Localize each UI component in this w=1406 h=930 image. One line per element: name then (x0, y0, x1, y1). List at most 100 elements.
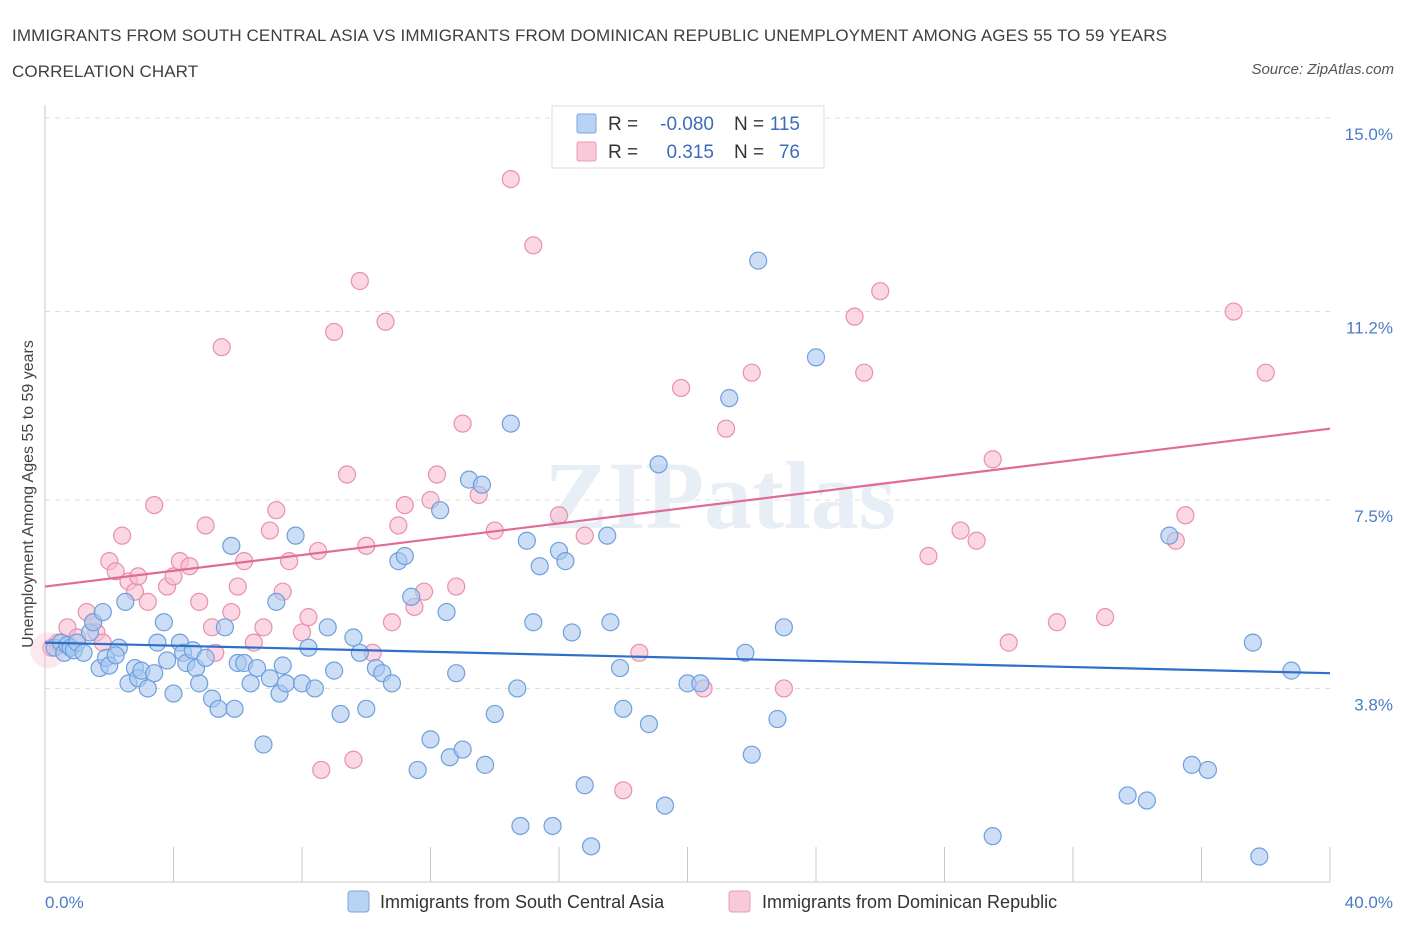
bottom-legend: Immigrants from South Central Asia Immig… (347, 890, 1057, 913)
blue-point-76 (501, 414, 520, 433)
pink-point-67 (845, 307, 864, 326)
blue-point-82 (543, 816, 562, 836)
blue-point-44 (260, 669, 279, 688)
pink-point-40 (344, 750, 363, 769)
pink-point-73 (983, 450, 1002, 469)
grid-lines (45, 117, 1330, 689)
blue-point-73 (472, 475, 491, 494)
legend-n-label-blue: N = (734, 114, 764, 135)
blue-point-25 (157, 651, 177, 670)
blue-point-93 (649, 455, 668, 474)
blue-point-63 (395, 546, 414, 566)
blue-point-96 (691, 674, 710, 693)
blue-point-35 (209, 699, 228, 718)
legend-r-label-pink: R = (608, 142, 638, 163)
pink-point-68 (855, 363, 874, 382)
pink-point-58 (549, 506, 569, 525)
pink-point-46 (389, 516, 408, 535)
blue-point-47 (273, 656, 292, 675)
blue-point-94 (655, 796, 675, 815)
blue-point-23 (148, 633, 167, 652)
pink-point-36 (308, 541, 328, 561)
pink-point-14 (138, 592, 157, 611)
y-tick-label-0: 3.8% (1354, 695, 1393, 714)
blue-point-49 (286, 526, 305, 545)
bottom-legend-label-pink: Immigrants from Dominican Republic (762, 892, 1057, 912)
blue-point-37 (222, 536, 241, 555)
chart-title: IMMIGRANTS FROM SOUTH CENTRAL ASIA VS IM… (12, 26, 1168, 81)
pink-point-71 (951, 521, 970, 540)
pink-point-45 (382, 613, 402, 632)
pink-point-59 (575, 526, 594, 545)
blue-point-56 (344, 628, 363, 647)
blue-point-103 (806, 348, 826, 367)
blue-point-32 (190, 674, 209, 693)
blue-point-74 (476, 755, 495, 774)
pink-trend-line (44, 427, 1331, 588)
blue-point-41 (241, 674, 260, 693)
blue-point-71 (453, 740, 472, 759)
watermark-text: ZIPatlas (544, 442, 896, 549)
pink-point-76 (1096, 608, 1115, 627)
blue-series-points (45, 251, 1301, 866)
blue-point-21 (138, 679, 157, 698)
legend-r-value-blue: -0.080 (660, 114, 714, 135)
pink-point-25 (222, 602, 241, 622)
blue-point-43 (254, 735, 273, 754)
pink-point-64 (716, 419, 736, 438)
blue-point-58 (357, 699, 376, 718)
x-tick-label-0: 0.0% (45, 893, 84, 912)
pink-point-39 (337, 465, 357, 484)
legend-swatch-blue (576, 113, 597, 134)
y-tick-label-3: 15.0% (1345, 125, 1393, 144)
pink-point-44 (376, 312, 395, 331)
legend-n-label-pink: N = (734, 142, 764, 163)
blue-point-80 (524, 613, 543, 632)
source-label: Source: ZipAtlas.com (1251, 61, 1394, 78)
legend-box (551, 105, 825, 169)
pink-point-61 (630, 643, 649, 662)
pink-point-20 (190, 592, 209, 611)
blue-point-101 (768, 709, 787, 729)
pink-point-79 (1224, 302, 1243, 321)
bottom-legend-swatch-blue (347, 890, 370, 913)
pink-point-80 (1256, 363, 1275, 382)
pink-point-30 (260, 521, 279, 540)
pink-point-15 (145, 495, 164, 515)
blue-point-104 (983, 827, 1002, 846)
blue-point-91 (614, 699, 633, 718)
blue-point-7 (74, 643, 93, 662)
pink-point-21 (196, 516, 215, 535)
legend-n-value-blue: 115 (770, 114, 800, 135)
blue-point-109 (1198, 760, 1218, 780)
tick-labels: 3.8% 7.5% 11.2% 15.0% 0.0% 40.0% (45, 125, 1393, 912)
blue-point-45 (267, 592, 286, 611)
y-axis-title: Unemployment Among Ages 55 to 59 years (20, 340, 37, 648)
blue-point-90 (610, 658, 630, 678)
pink-point-9 (106, 562, 125, 581)
pink-point-31 (267, 501, 286, 520)
blue-point-53 (318, 618, 337, 637)
blue-point-112 (1282, 661, 1301, 680)
legend-r-value-pink: 0.315 (666, 142, 714, 163)
y-tick-label-1: 7.5% (1354, 507, 1393, 526)
blue-point-48 (276, 674, 296, 693)
bottom-legend-swatch-pink (728, 890, 751, 913)
pink-point-37 (312, 760, 331, 780)
pink-point-62 (671, 378, 691, 398)
blue-point-97 (720, 389, 739, 408)
pink-point-41 (350, 271, 369, 291)
legend-n-value-pink: 76 (779, 142, 800, 163)
pink-point-51 (427, 465, 447, 484)
blue-point-98 (736, 643, 755, 662)
blue-point-89 (601, 613, 620, 632)
bottom-legend-label-blue: Immigrants from South Central Asia (380, 892, 665, 912)
pink-point-26 (228, 577, 247, 596)
blue-point-86 (575, 776, 594, 795)
blue-point-16 (116, 592, 135, 611)
blue-point-84 (556, 552, 575, 571)
legend-r-label-blue: R = (608, 114, 638, 135)
blue-point-66 (421, 730, 440, 749)
blue-point-106 (1137, 791, 1156, 810)
